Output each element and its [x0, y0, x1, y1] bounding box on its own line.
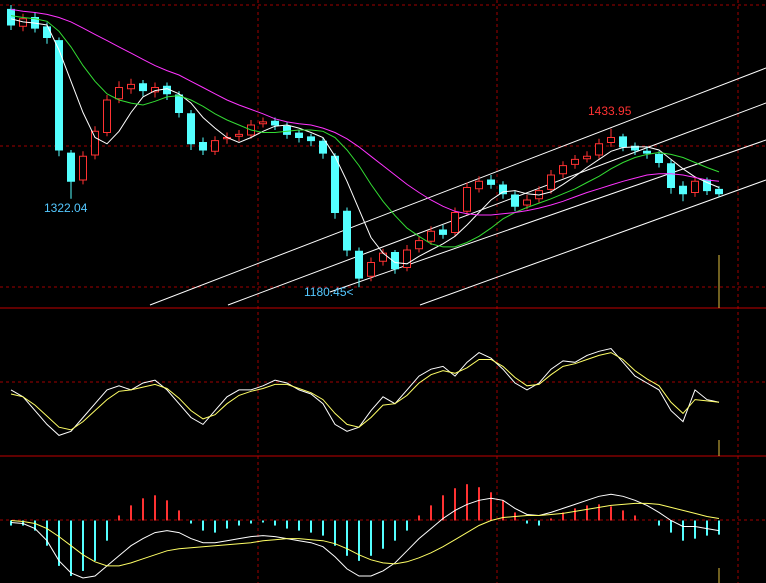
- candle-body: [451, 212, 459, 233]
- candle-body: [499, 184, 507, 195]
- candle-body: [115, 87, 123, 100]
- candle-body: [691, 180, 699, 193]
- candle-body: [607, 137, 615, 143]
- candle-body: [559, 165, 567, 175]
- candle-body: [391, 252, 399, 270]
- candle-body: [139, 83, 147, 92]
- indicator-line: [10, 502, 720, 567]
- candle-body: [175, 94, 183, 113]
- candle-body: [355, 250, 363, 279]
- candle-body: [643, 150, 651, 154]
- candle-body: [415, 240, 423, 250]
- trend-line: [149, 67, 766, 306]
- candle-body: [187, 113, 195, 145]
- trend-line: [227, 102, 766, 306]
- candle-body: [67, 152, 75, 182]
- candle-body: [595, 143, 603, 156]
- candle-body: [631, 145, 639, 151]
- candle-body: [235, 133, 243, 137]
- high-annotation: 1433.95: [588, 104, 632, 118]
- candle-body: [523, 199, 531, 206]
- candle-body: [667, 163, 675, 188]
- candle-body: [7, 8, 15, 26]
- candle-body: [79, 155, 87, 181]
- candle-body: [211, 140, 219, 152]
- candle-body: [307, 136, 315, 142]
- candle-body: [55, 40, 63, 151]
- candle-body: [379, 252, 387, 262]
- low-annotation: 1180.45<: [304, 285, 354, 299]
- candle-body: [271, 120, 279, 126]
- candle-body: [655, 153, 663, 163]
- indicator-line: [10, 8, 720, 216]
- indicator-line: [10, 18, 720, 265]
- candle-body: [547, 174, 555, 190]
- candle-body: [403, 249, 411, 268]
- candle-body: [331, 155, 339, 213]
- indicator-line: [10, 493, 720, 579]
- candle-body: [151, 87, 159, 93]
- candle-body: [583, 155, 591, 160]
- candle-body: [283, 125, 291, 135]
- marks: [7, 5, 723, 579]
- candle-body: [43, 26, 51, 38]
- low-annotation: 1322.04: [44, 201, 88, 215]
- candle-body: [511, 194, 519, 207]
- candle-body: [319, 140, 327, 154]
- candle-body: [463, 187, 471, 212]
- candle-body: [475, 180, 483, 190]
- candle-body: [487, 179, 495, 185]
- candle-body: [715, 188, 723, 195]
- candle-body: [295, 132, 303, 138]
- trend-line: [329, 139, 766, 293]
- candle-body: [427, 230, 435, 242]
- candle-body: [91, 130, 99, 156]
- trend-line: [419, 179, 766, 306]
- candle-body: [103, 99, 111, 133]
- candle-body: [571, 158, 579, 165]
- candle-body: [127, 83, 135, 90]
- candle-body: [439, 229, 447, 235]
- candle-body: [679, 185, 687, 195]
- indicator-line: [10, 347, 720, 436]
- candle-body: [199, 142, 207, 151]
- candle-body: [619, 136, 627, 148]
- indicator-line: [10, 352, 720, 431]
- candle-body: [367, 262, 375, 277]
- indicator-line: [10, 15, 720, 248]
- trend-lines: [149, 67, 766, 306]
- candle-body: [343, 210, 351, 251]
- candle-body: [259, 121, 267, 125]
